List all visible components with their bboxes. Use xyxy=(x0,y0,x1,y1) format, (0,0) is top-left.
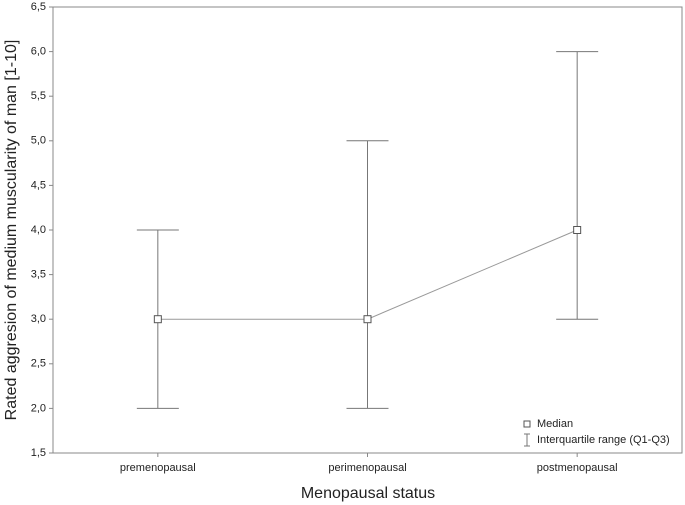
iqr-bar xyxy=(346,140,389,409)
y-tick-label: 3,0 xyxy=(31,313,46,325)
y-tick-label: 4,5 xyxy=(31,179,46,191)
y-tick-label: 6,5 xyxy=(31,1,46,13)
legend-median-symbol xyxy=(523,420,531,428)
x-tick-label: postmenopausal xyxy=(537,462,618,474)
y-tick-label: 5,5 xyxy=(31,90,46,102)
y-tick-label: 2,5 xyxy=(31,358,46,370)
iqr-bar xyxy=(556,51,599,320)
y-tick-label: 3,5 xyxy=(31,269,46,281)
x-tick-label: perimenopausal xyxy=(328,462,406,474)
median-point xyxy=(153,315,162,324)
y-tick-label: 5,0 xyxy=(31,135,46,147)
median-point xyxy=(573,226,582,234)
y-axis-label: Rated aggresion of medium muscularity of… xyxy=(3,40,20,421)
legend-label: Median xyxy=(537,418,573,430)
y-tick-label: 6,0 xyxy=(31,46,46,58)
x-tick-label: premenopausal xyxy=(120,462,196,474)
legend-label: Interquartile range (Q1-Q3) xyxy=(537,434,670,446)
y-tick-label: 1,5 xyxy=(31,447,46,459)
x-axis-label: Menopausal status xyxy=(301,485,435,502)
y-tick-label: 2,0 xyxy=(31,402,46,414)
y-tick-label: 4,0 xyxy=(31,224,46,236)
median-point xyxy=(363,315,372,324)
